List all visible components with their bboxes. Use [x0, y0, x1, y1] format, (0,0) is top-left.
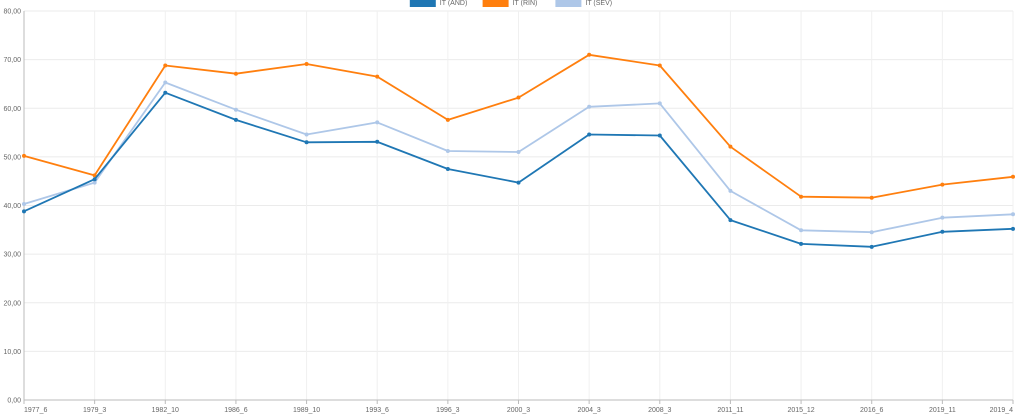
x-tick-label: 1979_3 — [83, 407, 106, 414]
data-point[interactable] — [516, 180, 521, 185]
y-tick-label: 80,00 — [3, 9, 21, 16]
data-point[interactable] — [22, 209, 26, 214]
data-point[interactable] — [375, 74, 380, 79]
data-point[interactable] — [22, 202, 26, 207]
legend-label: IT (RIN) — [513, 0, 538, 7]
legend[interactable]: IT (AND) IT (RIN) IT (SEV) — [409, 0, 612, 7]
x-tick-label: 2019_4 — [990, 407, 1013, 414]
data-point[interactable] — [728, 218, 733, 223]
data-point[interactable] — [1011, 212, 1015, 217]
data-point[interactable] — [375, 120, 380, 125]
x-tick-label: 1986_6 — [224, 407, 247, 414]
data-point[interactable] — [92, 177, 97, 182]
data-point[interactable] — [233, 107, 238, 112]
legend-label: IT (AND) — [440, 0, 467, 7]
series-lines — [22, 52, 1015, 249]
legend-label: IT (SEV) — [585, 0, 612, 7]
x-tick-label: 2011_11 — [717, 407, 743, 414]
data-point[interactable] — [940, 229, 945, 234]
x-tick-label: 2019_11 — [929, 407, 956, 414]
legend-swatch — [409, 0, 436, 7]
data-point[interactable] — [163, 80, 168, 85]
data-point[interactable] — [587, 104, 592, 109]
data-point[interactable] — [869, 230, 874, 235]
y-tick-label: 0,00 — [7, 398, 21, 405]
data-point[interactable] — [940, 182, 945, 187]
legend-item[interactable]: IT (RIN) — [482, 0, 538, 7]
y-tick-label: 20,00 — [3, 300, 21, 307]
data-point[interactable] — [657, 63, 662, 68]
data-point[interactable] — [304, 62, 309, 67]
data-point[interactable] — [22, 153, 26, 158]
data-point[interactable] — [445, 149, 450, 154]
x-tick-label: 1977_6 — [24, 407, 47, 414]
data-point[interactable] — [799, 194, 804, 199]
data-point[interactable] — [445, 117, 450, 122]
data-point[interactable] — [92, 180, 97, 185]
y-tick-label: 40,00 — [3, 203, 21, 210]
data-point[interactable] — [1011, 174, 1015, 179]
x-tick-label: 1982_10 — [152, 407, 179, 414]
series-3 — [22, 80, 1015, 235]
axes: 0,00 10,00 20,00 30,00 40,00 50,00 60,00 70,00 8… — [3, 9, 1014, 414]
legend-item[interactable]: IT (AND) — [409, 0, 467, 7]
data-point[interactable] — [92, 173, 97, 178]
data-point[interactable] — [163, 63, 168, 68]
data-point[interactable] — [869, 195, 874, 200]
data-point[interactable] — [163, 90, 168, 95]
x-tick-label: 1993_6 — [366, 407, 389, 414]
data-point[interactable] — [657, 133, 662, 138]
data-point[interactable] — [587, 52, 592, 57]
data-point[interactable] — [728, 188, 733, 193]
x-tick-label: 2008_3 — [648, 407, 671, 414]
x-tick-label: 2016_6 — [860, 407, 883, 414]
data-point[interactable] — [869, 244, 874, 249]
x-tick-label: 2000_3 — [507, 407, 530, 414]
data-point[interactable] — [304, 132, 309, 137]
legend-swatch — [482, 0, 509, 7]
data-point[interactable] — [304, 140, 309, 145]
grid — [23, 10, 1014, 401]
data-point[interactable] — [728, 144, 733, 149]
data-point[interactable] — [375, 139, 380, 144]
x-tick-label: 1996_3 — [436, 407, 459, 414]
data-point[interactable] — [1011, 226, 1015, 231]
data-point[interactable] — [799, 241, 804, 246]
y-tick-label: 30,00 — [3, 252, 21, 259]
data-point[interactable] — [233, 117, 238, 122]
x-tick-label: 1989_10 — [293, 407, 320, 414]
series-2 — [22, 52, 1015, 200]
data-point[interactable] — [516, 150, 521, 155]
data-point[interactable] — [233, 71, 238, 76]
legend-item[interactable]: IT (SEV) — [555, 0, 612, 7]
data-point[interactable] — [587, 132, 592, 137]
legend-swatch — [555, 0, 582, 7]
x-tick-label: 2015_12 — [787, 407, 814, 414]
y-tick-label: 50,00 — [3, 154, 21, 161]
data-point[interactable] — [516, 95, 521, 100]
series-1 — [22, 90, 1015, 249]
y-tick-label: 60,00 — [3, 106, 21, 113]
x-tick-label: 2004_3 — [577, 407, 600, 414]
y-tick-label: 70,00 — [3, 57, 21, 64]
data-point[interactable] — [657, 101, 662, 106]
y-tick-label: 10,00 — [3, 349, 21, 356]
data-point[interactable] — [799, 228, 804, 233]
data-point[interactable] — [940, 215, 945, 220]
data-point[interactable] — [445, 167, 450, 172]
